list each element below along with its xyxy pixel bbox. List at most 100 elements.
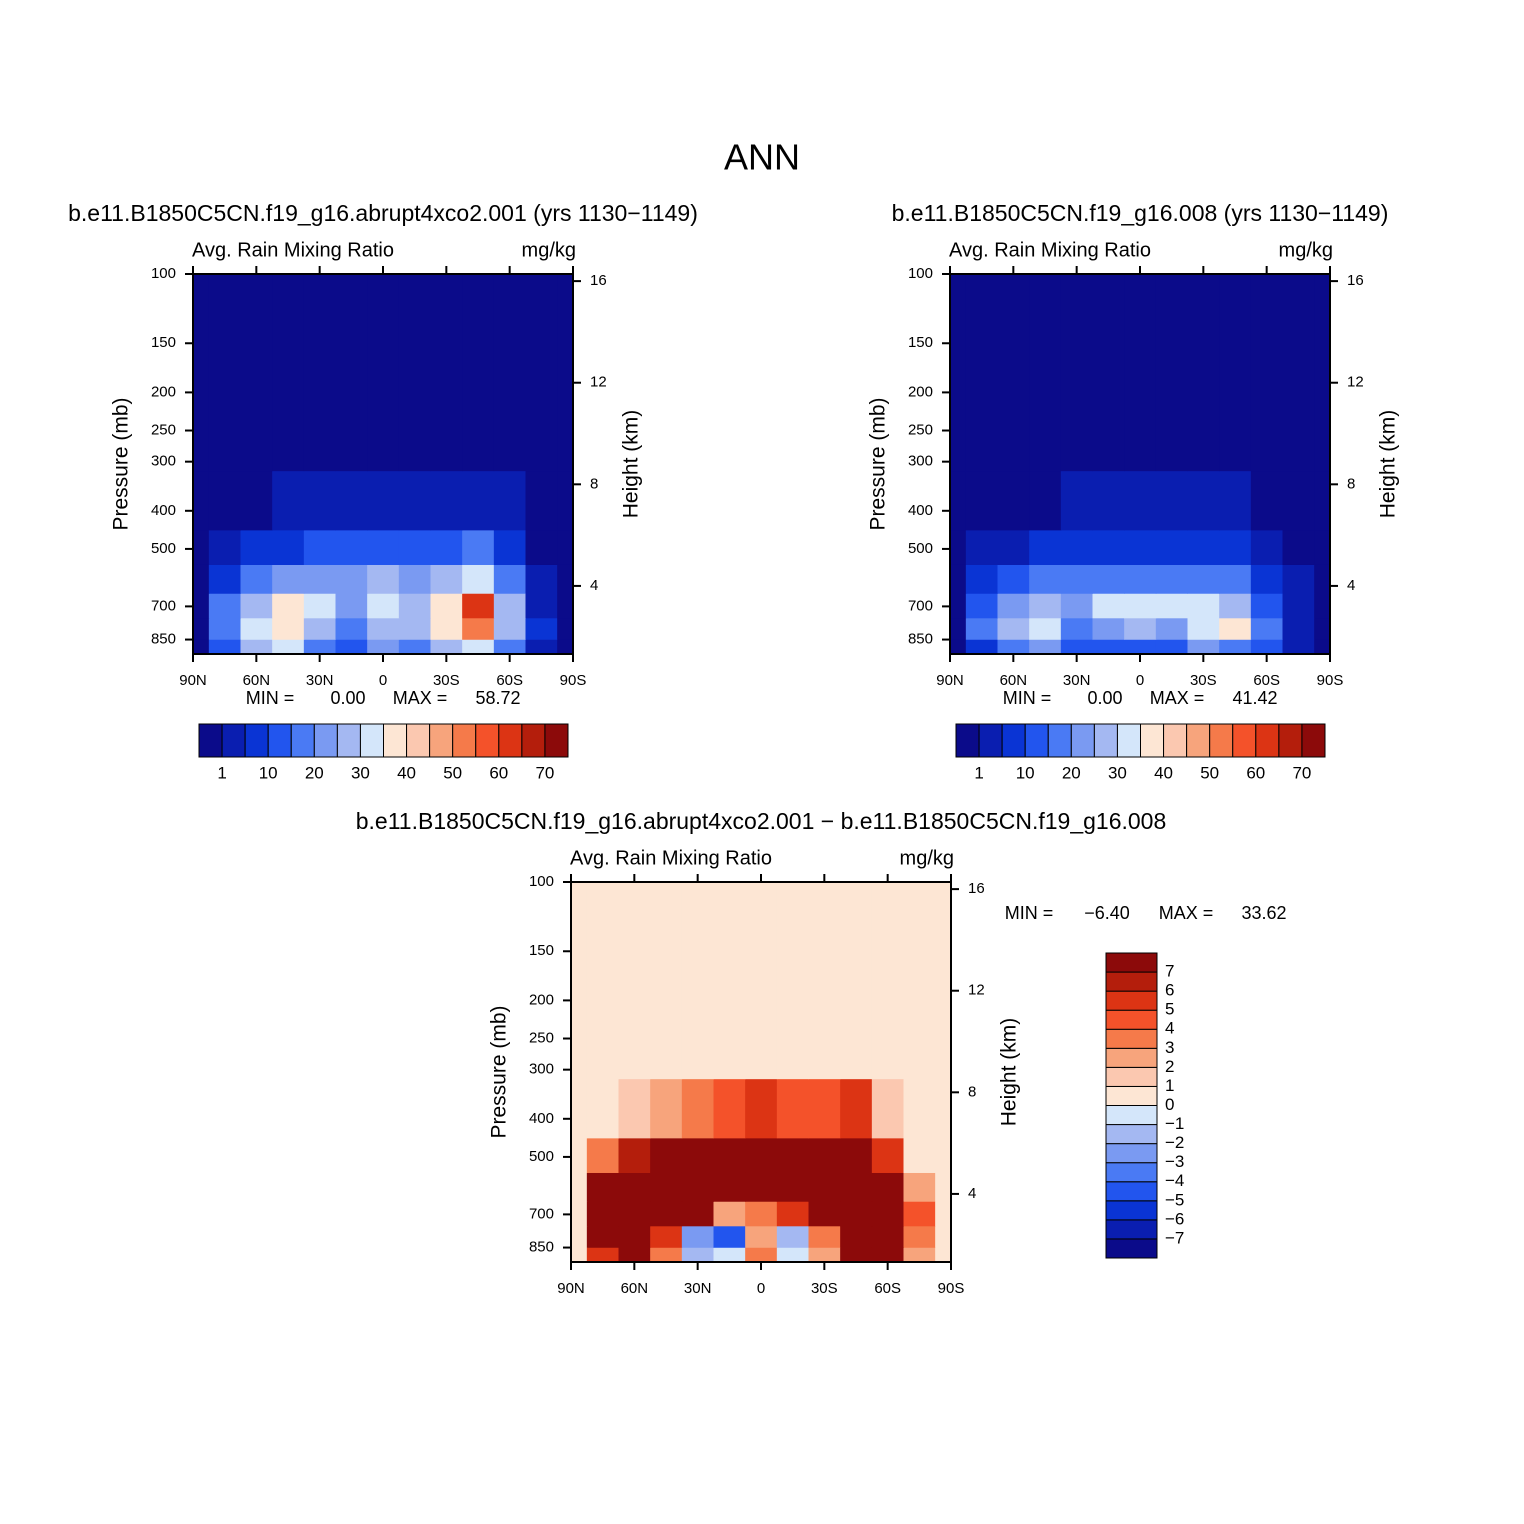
contour-cell xyxy=(650,1137,683,1173)
colorbar-label: 1 xyxy=(1165,1076,1174,1095)
contour-cell xyxy=(871,882,904,1080)
x-tick-label: 90N xyxy=(557,1280,585,1297)
contour-cell xyxy=(493,470,526,531)
contour-cell xyxy=(398,593,431,619)
contour-cell xyxy=(272,529,305,565)
contour-cell xyxy=(681,1172,714,1202)
contour-cell xyxy=(1282,639,1315,655)
contour-cell xyxy=(430,617,463,640)
contour-cell xyxy=(557,470,574,531)
subtitle-right: mg/kg xyxy=(1279,239,1333,261)
y2-tick-label: 16 xyxy=(968,880,985,897)
contour-cell xyxy=(871,1247,904,1263)
contour-cell xyxy=(462,564,495,594)
colorbar-box xyxy=(1278,723,1303,758)
contour-cell xyxy=(903,1078,936,1139)
contour-cell xyxy=(808,1137,841,1173)
contour-cell xyxy=(1282,564,1315,594)
stat-name: MAX = xyxy=(1159,903,1214,923)
colorbar-label: 1 xyxy=(217,763,226,782)
stat-value: 33.62 xyxy=(1241,903,1286,923)
colorbar-box xyxy=(1105,1124,1158,1145)
stat-value: 0.00 xyxy=(330,688,365,708)
contour-cell xyxy=(193,274,210,472)
contour-cell xyxy=(586,1078,619,1139)
contour-cell xyxy=(840,1247,873,1263)
contour-cell xyxy=(997,593,1030,619)
contour-cell xyxy=(681,882,714,1080)
contour-cell xyxy=(462,529,495,565)
contour-cell xyxy=(525,593,558,619)
contour-cell xyxy=(935,1225,952,1248)
contour-cell xyxy=(650,1225,683,1248)
contour-cell xyxy=(272,617,305,640)
stat-name: MIN = xyxy=(246,688,295,708)
colorbar-box xyxy=(1105,971,1158,992)
y-tick-label: 850 xyxy=(529,1239,554,1256)
contour-cell xyxy=(1219,564,1252,594)
contour-cell xyxy=(713,1172,746,1202)
contour-cell xyxy=(335,593,368,619)
stat-value: −6.40 xyxy=(1084,903,1130,923)
contour-cell xyxy=(745,1247,778,1263)
contour-cell xyxy=(745,1137,778,1173)
colorbar-box xyxy=(1105,1009,1158,1030)
contour-cell xyxy=(965,593,998,619)
contour-cell xyxy=(557,639,574,655)
y-tick-label: 250 xyxy=(151,421,176,438)
contour-cell xyxy=(1282,529,1315,565)
colorbar-box xyxy=(1093,723,1118,758)
colorbar-box xyxy=(1105,1200,1158,1221)
colorbar-label: 20 xyxy=(305,763,324,782)
contour-cell xyxy=(1155,639,1188,655)
contour-cell xyxy=(272,274,305,472)
contour-cell xyxy=(1029,470,1062,531)
contour-cell xyxy=(713,1247,746,1263)
contour-cell xyxy=(745,1201,778,1227)
y2-axis-label: Height (km) xyxy=(998,1018,1021,1127)
contour-cell xyxy=(618,1172,651,1202)
y2-tick-label: 12 xyxy=(1347,374,1364,391)
contour-cell xyxy=(493,564,526,594)
x-tick-label: 30S xyxy=(433,672,460,689)
contour-cell xyxy=(1155,593,1188,619)
subtitle-left: Avg. Rain Mixing Ratio xyxy=(192,239,394,261)
contour-cell xyxy=(1155,470,1188,531)
colorbar-box xyxy=(1001,723,1026,758)
contour-cell xyxy=(303,529,336,565)
contour-cell xyxy=(240,470,273,531)
colorbar-box xyxy=(1105,1143,1158,1164)
contour-cell xyxy=(840,1225,873,1248)
subtitle-right: mg/kg xyxy=(900,847,954,869)
colorbar-box xyxy=(429,723,454,758)
colorbar-box xyxy=(1105,1162,1158,1183)
contour-cell xyxy=(618,1137,651,1173)
contour-cell xyxy=(965,470,998,531)
contour-cell xyxy=(681,1201,714,1227)
contour-cell xyxy=(367,617,400,640)
y-tick-label: 300 xyxy=(908,453,933,470)
x-tick-label: 30S xyxy=(1190,672,1217,689)
contour-cell xyxy=(650,1201,683,1227)
colorbar-box xyxy=(1070,723,1095,758)
contour-cell xyxy=(586,882,619,1080)
colorbar-box xyxy=(955,723,980,758)
y2-tick-label: 4 xyxy=(968,1185,976,1202)
contour-cell xyxy=(1314,470,1331,531)
stat-name: MAX = xyxy=(1150,688,1205,708)
contour-cell xyxy=(335,564,368,594)
colorbar-box xyxy=(475,723,500,758)
contour-cell xyxy=(871,1078,904,1139)
x-tick-label: 90N xyxy=(936,672,964,689)
contour-cell xyxy=(776,1078,809,1139)
colorbar-box xyxy=(336,723,361,758)
contour-cell xyxy=(398,617,431,640)
contour-cell xyxy=(965,529,998,565)
contour-cell xyxy=(1060,564,1093,594)
contour-cell xyxy=(571,1201,588,1227)
contour-cell xyxy=(950,274,967,472)
y-tick-label: 300 xyxy=(529,1061,554,1078)
contour-cell xyxy=(1029,529,1062,565)
contour-cell xyxy=(557,274,574,472)
contour-cell xyxy=(871,1225,904,1248)
